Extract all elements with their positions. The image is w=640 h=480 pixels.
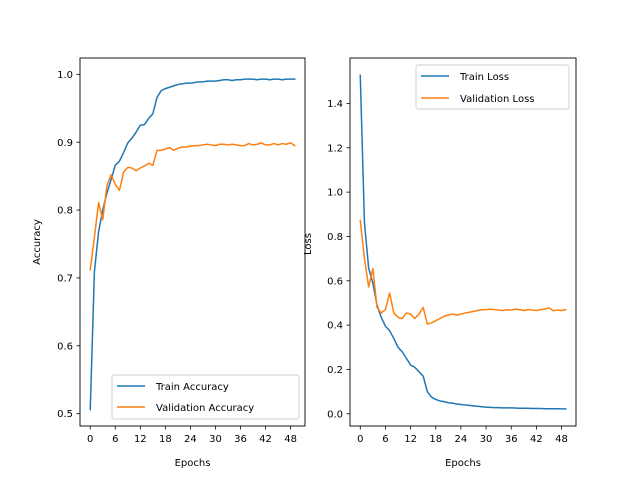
loss-y-tick-label: 1.2 xyxy=(327,143,343,154)
accuracy-x-tick-label: 0 xyxy=(87,434,93,445)
accuracy-x-tick-label: 48 xyxy=(284,434,297,445)
loss-x-tick-label: 18 xyxy=(429,434,442,445)
loss-y-axis-label: Loss xyxy=(303,233,314,255)
loss-y-tick-label: 0.6 xyxy=(327,276,343,287)
legend-label-train-loss: Train Loss xyxy=(459,72,509,83)
series-line-validation-loss xyxy=(359,219,567,325)
loss-y-tick-label: 0.4 xyxy=(327,321,343,332)
accuracy-axes-frame xyxy=(79,57,306,427)
loss-y-tick-label: 0.2 xyxy=(327,365,343,376)
accuracy-x-ticks: 0 6 12 18 24 30 36 42 48 xyxy=(87,426,297,445)
loss-x-axis-label: Epochs xyxy=(445,458,481,469)
accuracy-y-tick-label: 0.5 xyxy=(57,409,73,420)
accuracy-series-lines xyxy=(89,78,296,411)
accuracy-chart: 0 6 12 18 24 30 36 42 48 0.5 0.6 0.7 0.8 0.9 1.0 Epoc… xyxy=(32,57,306,469)
series-line-validation-accuracy xyxy=(89,142,296,271)
accuracy-x-tick-label: 12 xyxy=(134,434,147,445)
loss-axes-frame xyxy=(349,57,577,427)
accuracy-y-ticks: 0.5 0.6 0.7 0.8 0.9 1.0 xyxy=(57,70,80,420)
legend-label-train-accuracy: Train Accuracy xyxy=(155,382,229,393)
accuracy-x-tick-label: 6 xyxy=(112,434,118,445)
accuracy-x-tick-label: 18 xyxy=(159,434,172,445)
loss-x-tick-label: 48 xyxy=(555,434,568,445)
loss-series-lines xyxy=(359,74,567,410)
loss-y-tick-label: 1.4 xyxy=(327,99,343,110)
accuracy-y-tick-label: 1.0 xyxy=(57,70,73,81)
loss-x-tick-label: 42 xyxy=(530,434,543,445)
loss-chart: 0 6 12 18 24 30 36 42 48 0.0 0.2 0.4 0.6 0.8 1.0 1.2 1.… xyxy=(303,57,577,469)
accuracy-x-tick-label: 30 xyxy=(209,434,222,445)
loss-legend: Train Loss Validation Loss xyxy=(415,64,570,110)
accuracy-legend-box xyxy=(111,374,300,420)
loss-x-ticks: 0 6 12 18 24 30 36 42 48 xyxy=(357,426,568,445)
loss-legend-box xyxy=(415,64,570,110)
accuracy-x-tick-label: 36 xyxy=(234,434,247,445)
loss-x-tick-label: 0 xyxy=(357,434,363,445)
loss-x-tick-label: 30 xyxy=(480,434,493,445)
accuracy-x-axis-label: Epochs xyxy=(175,458,211,469)
accuracy-y-axis-label: Accuracy xyxy=(32,219,43,265)
loss-x-tick-label: 12 xyxy=(404,434,417,445)
loss-x-tick-label: 36 xyxy=(505,434,518,445)
loss-x-tick-label: 24 xyxy=(455,434,468,445)
accuracy-y-tick-label: 0.8 xyxy=(57,206,73,217)
accuracy-legend: Train Accuracy Validation Accuracy xyxy=(111,374,300,420)
loss-y-tick-label: 0.8 xyxy=(327,232,343,243)
accuracy-y-tick-label: 0.6 xyxy=(57,341,73,352)
loss-x-tick-label: 6 xyxy=(382,434,388,445)
legend-label-validation-loss: Validation Loss xyxy=(460,94,535,105)
loss-y-tick-label: 1.0 xyxy=(327,188,343,199)
accuracy-x-tick-label: 24 xyxy=(184,434,197,445)
legend-label-validation-accuracy: Validation Accuracy xyxy=(156,403,254,414)
loss-y-tick-label: 0.0 xyxy=(327,409,343,420)
accuracy-x-tick-label: 42 xyxy=(259,434,272,445)
accuracy-y-tick-label: 0.7 xyxy=(57,274,73,285)
series-line-train-loss xyxy=(359,74,567,410)
accuracy-y-tick-label: 0.9 xyxy=(57,138,73,149)
series-line-train-accuracy xyxy=(89,78,296,411)
loss-y-ticks: 0.0 0.2 0.4 0.6 0.8 1.0 1.2 1.4 xyxy=(327,99,350,420)
